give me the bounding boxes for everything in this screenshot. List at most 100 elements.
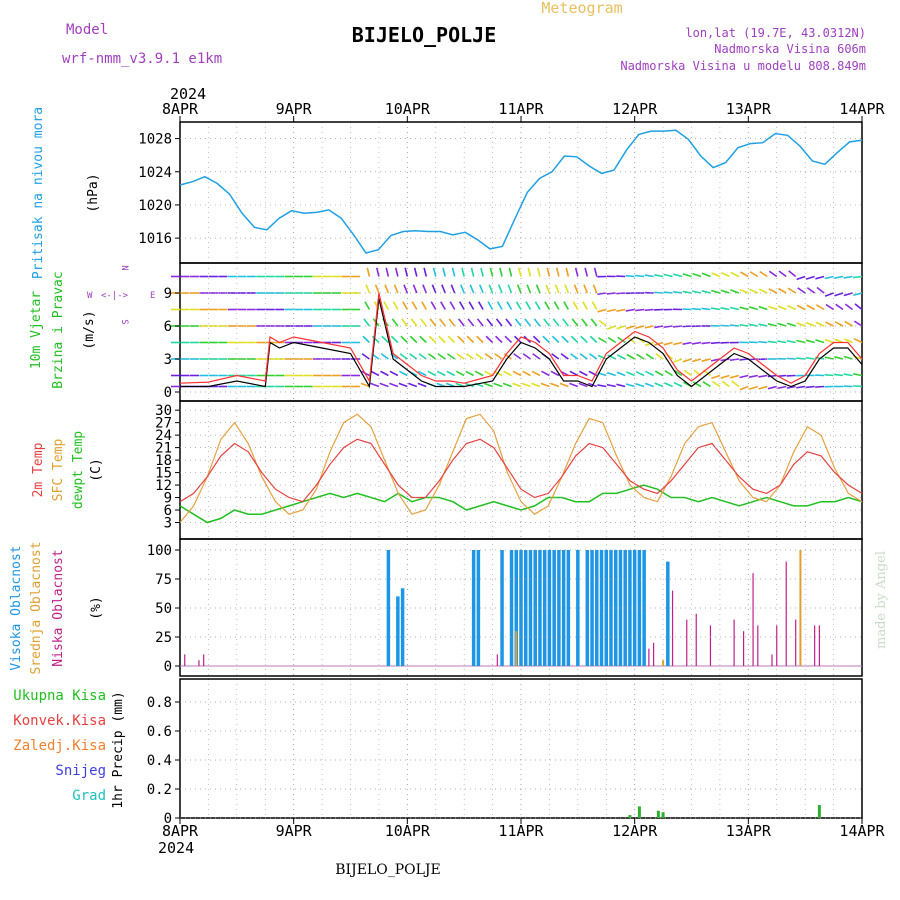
y-tick-label: 0 xyxy=(164,659,172,675)
wind-arrow xyxy=(607,336,617,344)
wind-arrow xyxy=(797,287,806,294)
wind-arrow xyxy=(497,284,503,294)
y-tick-label: 15 xyxy=(155,466,172,482)
wind-arrow xyxy=(410,318,418,327)
wind-arrow xyxy=(674,369,683,377)
cloud-bar xyxy=(814,625,816,666)
wind-arrow xyxy=(758,385,768,390)
wind-arrow xyxy=(730,289,740,294)
wind-title-1: 10m Vjetar xyxy=(29,291,44,369)
wind-arrow xyxy=(710,358,721,362)
top-tick-label: 12APR xyxy=(612,100,658,118)
wind-arrow xyxy=(398,382,408,388)
wind-arrow xyxy=(512,370,522,377)
wind-arrow xyxy=(422,284,428,294)
wind-arrow xyxy=(496,301,503,310)
wind-arrow xyxy=(401,318,408,327)
wind-arrow xyxy=(441,284,446,294)
wind-arrow xyxy=(759,270,768,278)
wind-arrow xyxy=(815,275,825,280)
bottom-tick-label: 14APR xyxy=(839,822,885,840)
y-tick-label: 12 xyxy=(155,478,172,494)
top-year: 2024 xyxy=(170,85,206,103)
wind-arrow xyxy=(545,284,551,294)
wind-arrow xyxy=(739,374,749,379)
wind-arrow xyxy=(541,370,550,377)
wind-arrow xyxy=(749,271,759,278)
wind-arrow xyxy=(561,335,569,344)
wind-arrow xyxy=(592,284,598,294)
wind-arrow xyxy=(636,353,645,360)
wind-arrow xyxy=(616,383,626,388)
wind-arrow xyxy=(777,305,787,311)
wind-arrow xyxy=(392,301,399,310)
wind-arrow xyxy=(543,318,551,327)
wind-arrow xyxy=(494,353,503,360)
wind-arrow xyxy=(768,305,778,311)
wind-arrow xyxy=(436,370,446,377)
wind-arrow xyxy=(513,353,522,360)
wind-arrow xyxy=(514,318,522,327)
wind-arrow xyxy=(446,353,456,360)
wind-arrow xyxy=(495,318,503,327)
wind-arrow xyxy=(720,289,730,294)
cloud-unit: (%) xyxy=(89,596,104,619)
wind-arrow xyxy=(844,303,854,311)
wind-arrow xyxy=(437,353,446,360)
wind-arrow xyxy=(712,380,721,388)
wind-arrow xyxy=(389,382,399,388)
cloud-bar xyxy=(476,550,481,666)
wind-arrow xyxy=(427,353,437,360)
wind-arrow xyxy=(465,370,475,377)
pressure-y-ticks: 1016 1020 1024 1028 xyxy=(138,132,862,247)
wind-arrow xyxy=(457,335,465,344)
wind-arrow xyxy=(513,335,522,344)
precip-y-ticks: 0 0.2 0.4 0.6 0.8 xyxy=(147,695,862,827)
wind-arrow xyxy=(563,301,570,310)
cloud-bar xyxy=(648,648,650,666)
cloud-bar xyxy=(542,550,547,666)
wind-arrow xyxy=(531,370,541,377)
wind-arrow xyxy=(606,292,616,295)
wind-arrow xyxy=(606,325,616,330)
wind-arrow xyxy=(458,301,465,310)
precip-label-snow: Snijeg xyxy=(55,763,106,779)
precip-label-grad: Grad xyxy=(72,788,106,804)
wind-arrow xyxy=(569,382,579,388)
wind-arrow xyxy=(457,318,465,327)
y-tick-label: 0.6 xyxy=(147,724,172,740)
wind-arrow xyxy=(487,301,494,310)
precip-bar xyxy=(817,804,821,818)
wind-arrow xyxy=(767,340,777,344)
wind-arrow xyxy=(824,338,834,344)
wind-arrow xyxy=(597,308,607,313)
cloud-bar xyxy=(547,550,552,666)
wind-arrow xyxy=(579,353,588,360)
wind-arrow xyxy=(516,284,522,294)
wind-arrow xyxy=(748,385,759,391)
wind-arrow xyxy=(834,321,844,327)
wind-arrow xyxy=(787,304,797,311)
wind-arrow xyxy=(583,284,589,294)
wind-arrow xyxy=(720,306,730,311)
cloud-bar xyxy=(386,550,391,666)
cloud-bar xyxy=(538,550,542,666)
compass-arrows: <-|-> xyxy=(101,291,129,301)
wind-arrow xyxy=(526,284,532,294)
wind-arrow xyxy=(739,288,749,294)
y-tick-label: 0.8 xyxy=(147,695,172,711)
wind-arrow xyxy=(499,267,503,277)
wind-arrow xyxy=(421,301,427,310)
cloud-bar xyxy=(198,660,200,666)
wind-arrow xyxy=(654,273,664,278)
model-name: wrf-nmm_v3.9.1 e1km xyxy=(62,51,222,67)
bottom-tick-label: 13APR xyxy=(726,822,772,840)
wind-arrow xyxy=(616,371,626,377)
wind-arrow xyxy=(777,340,787,344)
wind-arrow xyxy=(374,284,380,294)
precip-label-conv: Konvek.Kisa xyxy=(13,713,106,729)
wind-arrow xyxy=(834,356,844,360)
wind-arrow xyxy=(408,382,418,388)
precip-label-frz: Zaledj.Kisa xyxy=(13,738,106,754)
